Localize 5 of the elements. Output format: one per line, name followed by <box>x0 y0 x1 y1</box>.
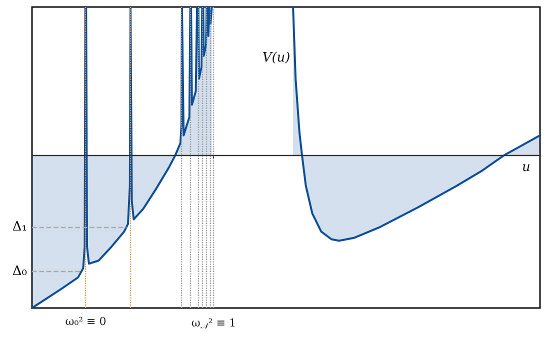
ref-line-label: Δ₀ <box>12 264 27 279</box>
y-axis-title: V(u) <box>262 50 290 66</box>
ref-line-label: Δ₁ <box>12 220 27 235</box>
x-tick-label: ω₀² ≡ 0 <box>65 315 106 328</box>
x-axis-title: u <box>522 160 530 176</box>
